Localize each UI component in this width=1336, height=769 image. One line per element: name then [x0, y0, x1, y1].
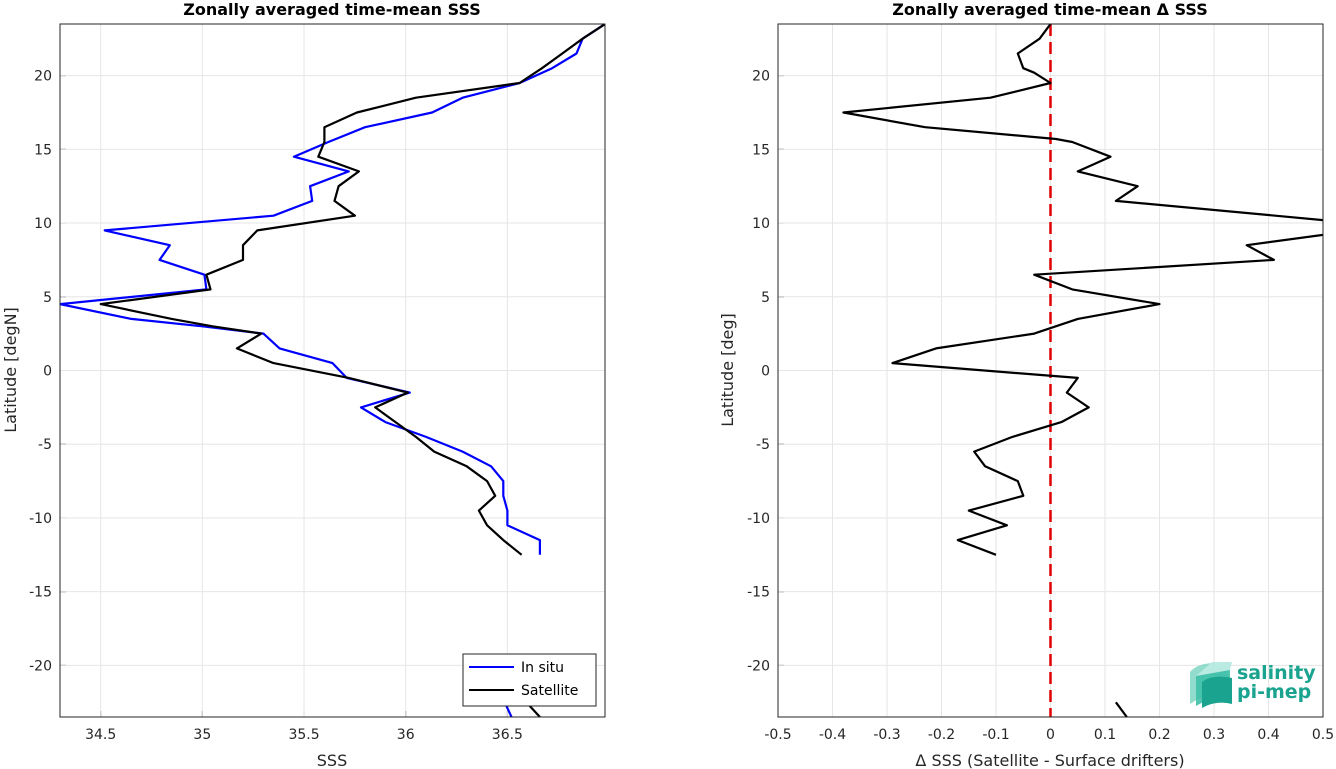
- left-series-satellite: [99, 24, 605, 556]
- right-y-tick-label: 20: [752, 69, 770, 85]
- left-y-axis-label: Latitude [degN]: [1, 307, 20, 433]
- left-chart-title: Zonally averaged time-mean SSS: [183, 0, 481, 19]
- right-y-tick-label: -15: [747, 585, 770, 601]
- right-series: [842, 24, 1323, 717]
- left-y-tick-label: 10: [34, 216, 52, 232]
- left-y-tick-label: -10: [29, 511, 52, 527]
- left-y-tick-labels: -20 -15 -10 -5 0 5 10 15 20: [29, 69, 52, 675]
- left-y-tick-label: 15: [34, 142, 52, 158]
- right-x-tick-label: -0.4: [819, 727, 846, 743]
- right-panel: -0.5 -0.4 -0.3 -0.2 -0.1 0 0.1 0.2 0.3 0.4 0.5 -20…: [718, 0, 1334, 769]
- logo-waves-icon: [1190, 662, 1232, 708]
- left-x-tick-label: 35.5: [288, 727, 319, 743]
- left-y-tick-label: -20: [29, 658, 52, 674]
- right-y-tick-label: 10: [752, 216, 770, 232]
- legend-label-in-situ: In situ: [521, 660, 564, 676]
- right-y-tick-label: -5: [756, 437, 770, 453]
- right-x-tick-labels: -0.5 -0.4 -0.3 -0.2 -0.1 0 0.1 0.2 0.3 0.4 0.5: [764, 727, 1334, 743]
- left-y-tick-label: -15: [29, 585, 52, 601]
- right-y-tick-label: 0: [761, 364, 770, 380]
- right-y-tick-label: -10: [747, 511, 770, 527]
- salinity-pi-mep-logo: salinity pi-mep: [1190, 662, 1316, 708]
- right-x-tick-label: -0.3: [873, 727, 900, 743]
- left-axes-frame: [59, 23, 606, 718]
- right-x-tick-label: 0.3: [1203, 727, 1225, 743]
- right-x-tick-label: 0: [1046, 727, 1055, 743]
- right-y-tick-labels: -20 -15 -10 -5 0 5 10 15 20: [747, 69, 770, 675]
- right-x-tick-label: -0.1: [982, 727, 1009, 743]
- right-y-axis-label: Latitude [deg]: [718, 313, 737, 427]
- left-series-in-situ: [60, 24, 605, 555]
- right-y-tick-label: 5: [761, 290, 770, 306]
- left-x-tick-label: 36: [397, 727, 415, 743]
- right-x-tick-label: -0.5: [764, 727, 791, 743]
- left-y-tick-label: 5: [43, 290, 52, 306]
- legend-box: [462, 653, 597, 707]
- left-x-axis-label: SSS: [317, 751, 347, 769]
- left-y-tick-label: -5: [38, 437, 52, 453]
- left-x-tick-labels: 34.5 35 35.5 36 36.5: [85, 727, 523, 743]
- left-x-tick-label: 34.5: [85, 727, 116, 743]
- left-panel: 34.5 35 35.5 36 36.5 -20 -15 -10 -5 0 5 10 15 20 Zon…: [1, 0, 606, 769]
- right-x-axis-label: Δ SSS (Satellite - Surface drifters): [915, 751, 1184, 769]
- right-series-segment-0: [842, 24, 1323, 556]
- right-chart-title: Zonally averaged time-mean Δ SSS: [892, 0, 1208, 19]
- legend: In situ Satellite: [462, 653, 597, 707]
- left-x-tick-label: 36.5: [492, 727, 523, 743]
- left-x-tick-label: 35: [193, 727, 211, 743]
- right-series-segment-1: [1115, 701, 1128, 717]
- right-x-tick-label: 0.4: [1257, 727, 1279, 743]
- right-x-tick-label: 0.1: [1094, 727, 1116, 743]
- right-y-tick-label: 15: [752, 142, 770, 158]
- legend-label-satellite: Satellite: [521, 683, 578, 699]
- left-y-tick-label: 0: [43, 364, 52, 380]
- right-y-tick-label: -20: [747, 658, 770, 674]
- right-axes-frame: [777, 23, 1324, 718]
- right-x-tick-label: 0.5: [1312, 727, 1334, 743]
- right-x-tick-label: -0.2: [928, 727, 955, 743]
- right-x-tick-label: 0.2: [1148, 727, 1170, 743]
- logo-text-line1: salinity: [1237, 662, 1316, 684]
- left-y-tick-label: 20: [34, 69, 52, 85]
- logo-text-line2: pi-mep: [1237, 681, 1311, 703]
